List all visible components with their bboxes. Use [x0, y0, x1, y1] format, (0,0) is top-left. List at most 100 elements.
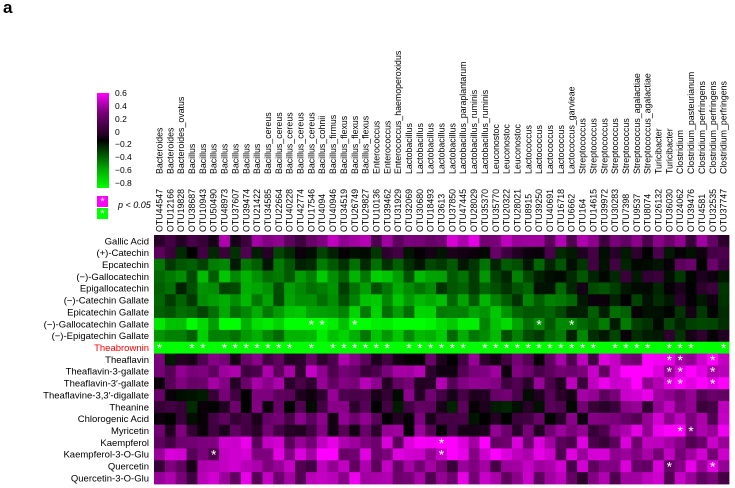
column-otu-label: OTU9537	[632, 194, 642, 232]
heatmap-cell	[685, 306, 697, 319]
column-otu-label: OTU40946	[328, 189, 338, 232]
heatmap-cell	[197, 424, 209, 437]
heatmap-cell	[154, 412, 166, 426]
column-otu-label: OTU28029	[469, 189, 479, 232]
heatmap-cell	[468, 389, 480, 402]
heatmap-cell	[370, 282, 383, 295]
heatmap-cell	[566, 401, 578, 414]
heatmap-cell	[197, 460, 209, 473]
heatmap-cell	[240, 436, 253, 449]
heatmap-cell	[446, 306, 459, 319]
heatmap-cell	[349, 282, 361, 295]
heatmap-cell	[349, 329, 361, 343]
heatmap-cell	[251, 235, 263, 248]
column-genus-label: Bacteroides	[165, 127, 175, 174]
heatmap-cell	[370, 270, 383, 283]
heatmap-cell	[707, 472, 719, 485]
heatmap-cell	[544, 401, 556, 414]
heatmap-cell	[349, 401, 361, 414]
heatmap-cell	[370, 258, 383, 271]
heatmap-cell	[370, 353, 383, 366]
heatmap-cell	[338, 365, 350, 378]
heatmap-cell	[175, 424, 187, 437]
heatmap-cell	[219, 424, 231, 437]
heatmap-cell	[338, 306, 350, 319]
heatmap-cell	[327, 460, 339, 473]
heatmap-cell	[284, 306, 296, 319]
column-genus-label: Bacillus_cereus	[274, 112, 284, 174]
column-otu-label: OTU30680	[415, 189, 425, 232]
heatmap-cell	[609, 282, 621, 295]
column-genus-label: Bacillus	[252, 143, 262, 174]
heatmap-cell	[392, 258, 404, 271]
heatmap-cell	[327, 412, 339, 426]
heatmap-cell	[305, 270, 318, 283]
heatmap-cell	[273, 460, 285, 473]
heatmap-cell	[446, 353, 459, 366]
heatmap-cell	[284, 401, 296, 414]
heatmap-cell	[208, 412, 220, 426]
heatmap-cell	[620, 424, 632, 437]
heatmap-cell	[240, 448, 253, 461]
heatmap-cell	[642, 448, 654, 461]
heatmap-cell	[642, 246, 654, 260]
heatmap-cell	[349, 460, 361, 473]
heatmap-cell	[577, 412, 589, 426]
heatmap-cell	[262, 448, 274, 461]
heatmap-cell	[512, 448, 524, 461]
heatmap-cell	[251, 341, 263, 354]
color-scale-tick: −0.6	[115, 165, 132, 176]
heatmap-cell	[512, 389, 524, 402]
heatmap-cell	[468, 365, 480, 378]
heatmap-cell	[327, 377, 339, 390]
heatmap-cell	[533, 270, 545, 283]
heatmap-cell	[490, 235, 502, 248]
heatmap-cell	[403, 341, 415, 354]
heatmap-cell	[316, 460, 328, 473]
heatmap-cell	[164, 341, 177, 354]
heatmap-cell	[154, 282, 166, 295]
heatmap-cell	[208, 436, 220, 449]
heatmap-cell	[512, 246, 524, 260]
heatmap-cell	[577, 448, 589, 461]
heatmap-cell	[544, 353, 556, 366]
heatmap-cell	[631, 436, 643, 449]
heatmap-cell	[577, 472, 589, 485]
heatmap-cell	[251, 389, 263, 402]
heatmap-cell	[457, 318, 470, 331]
heatmap-cell	[653, 401, 665, 414]
heatmap-cell	[533, 306, 545, 319]
heatmap-cell	[685, 353, 697, 366]
heatmap-cell	[392, 306, 404, 319]
heatmap-cell	[566, 377, 578, 390]
color-scale-tick: 0.2	[115, 113, 127, 124]
heatmap-cell	[457, 436, 470, 449]
column-genus-label: Lactobacillus	[404, 123, 414, 174]
heatmap-cell	[620, 353, 632, 366]
heatmap-cell	[555, 401, 567, 414]
heatmap-cell	[674, 235, 686, 248]
heatmap-cell	[425, 318, 437, 331]
heatmap-cell	[663, 472, 676, 485]
heatmap-cell	[219, 246, 231, 260]
heatmap-cell	[327, 353, 339, 366]
heatmap-cell	[631, 294, 643, 307]
heatmap-cell	[240, 294, 253, 307]
heatmap-cell	[707, 306, 719, 319]
heatmap-cell	[674, 318, 686, 331]
heatmap-cell	[479, 294, 491, 307]
heatmap-cell	[718, 270, 730, 283]
heatmap-cell	[251, 306, 263, 319]
heatmap-cell	[295, 472, 307, 485]
heatmap-cell	[186, 460, 198, 473]
heatmap-cell	[164, 365, 177, 378]
column-otu-label: OTU3613	[437, 194, 447, 232]
heatmap-cell	[349, 365, 361, 378]
heatmap-cell	[370, 235, 383, 248]
heatmap-cell	[631, 235, 643, 248]
heatmap-cell	[544, 246, 556, 260]
heatmap-cell	[566, 424, 578, 437]
heatmap-cell	[262, 353, 274, 366]
column-otu-label: OTU50490	[209, 189, 219, 232]
heatmap-cell	[316, 294, 328, 307]
